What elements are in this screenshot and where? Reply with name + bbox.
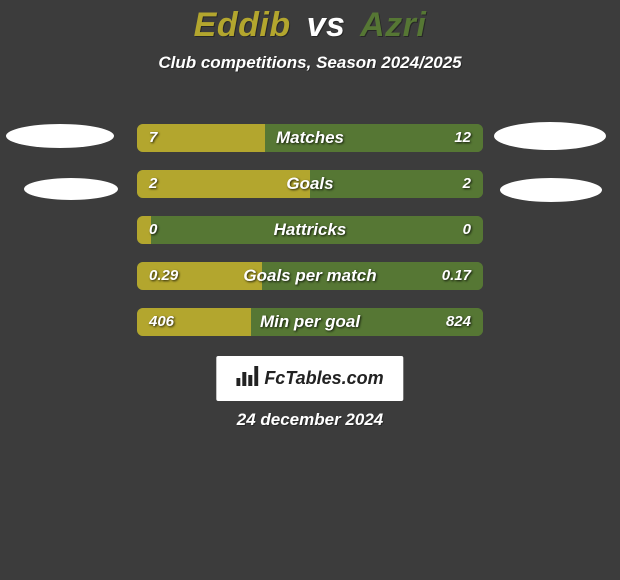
stat-value-right: 824 xyxy=(446,308,471,336)
stat-value-left: 406 xyxy=(149,308,174,336)
stat-bar-right-fill xyxy=(151,216,483,244)
stat-value-right: 12 xyxy=(454,124,471,152)
stat-value-left: 0.29 xyxy=(149,262,178,290)
stat-value-right: 2 xyxy=(463,170,471,198)
brand-text: FcTables.com xyxy=(264,368,383,389)
stat-bar-track: 406824Min per goal xyxy=(137,308,483,336)
stat-bar-track: 22Goals xyxy=(137,170,483,198)
stat-bar-left-fill xyxy=(137,170,310,198)
brand-badge: FcTables.com xyxy=(216,356,403,401)
stat-value-left: 7 xyxy=(149,124,157,152)
date-line: 24 december 2024 xyxy=(0,410,620,430)
decorative-ellipse xyxy=(6,124,114,148)
decorative-ellipse xyxy=(500,178,602,202)
decorative-ellipse xyxy=(24,178,118,200)
title-separator: vs xyxy=(307,6,346,44)
stat-rows-container: 712Matches22Goals00Hattricks0.290.17Goal… xyxy=(0,124,620,354)
stat-bar-track: 0.290.17Goals per match xyxy=(137,262,483,290)
stat-value-left: 2 xyxy=(149,170,157,198)
stat-bar-right-fill xyxy=(265,124,483,152)
stat-row: 0.290.17Goals per match xyxy=(0,262,620,308)
stat-value-right: 0.17 xyxy=(442,262,471,290)
player-a-name: Eddib xyxy=(194,6,291,44)
stat-row: 406824Min per goal xyxy=(0,308,620,354)
stat-value-left: 0 xyxy=(149,216,157,244)
comparison-infographic: Eddib vs Azri Club competitions, Season … xyxy=(0,0,620,580)
stat-row: 00Hattricks xyxy=(0,216,620,262)
player-b-name: Azri xyxy=(360,6,426,44)
bars-icon xyxy=(236,366,258,391)
decorative-ellipse xyxy=(494,122,606,150)
stat-value-right: 0 xyxy=(463,216,471,244)
stat-bar-track: 712Matches xyxy=(137,124,483,152)
stat-bar-right-fill xyxy=(310,170,483,198)
page-title: Eddib vs Azri xyxy=(0,0,620,45)
stat-bar-track: 00Hattricks xyxy=(137,216,483,244)
subtitle: Club competitions, Season 2024/2025 xyxy=(0,53,620,73)
